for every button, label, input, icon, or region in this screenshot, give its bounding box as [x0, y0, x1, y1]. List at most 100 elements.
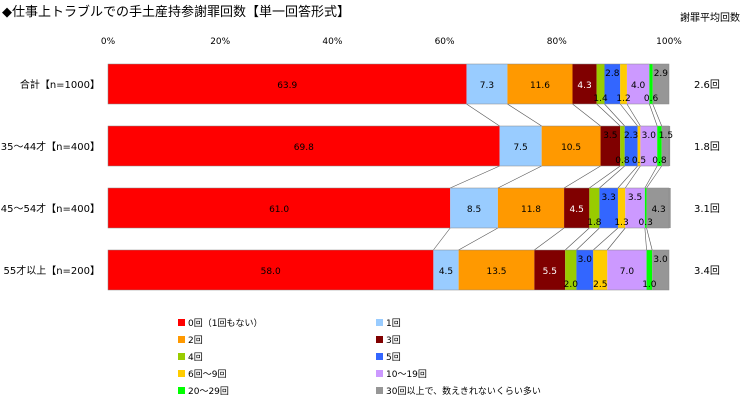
- series-connector-line: [507, 103, 542, 127]
- series-connector-line: [433, 227, 451, 251]
- data-label: 1.0: [642, 280, 657, 290]
- legend-label: 4回: [188, 352, 203, 363]
- data-label: 4.3: [651, 205, 665, 215]
- series-connector-line: [458, 227, 499, 251]
- average-count-label: 3.4回: [694, 265, 720, 277]
- x-tick-label: 0%: [101, 37, 116, 47]
- legend-label: 0回（1回もない）: [188, 318, 262, 329]
- legend-label: 1回: [386, 318, 401, 329]
- series-connector-line: [563, 165, 601, 189]
- x-tick-label: 40%: [322, 37, 342, 47]
- bar-segment: [108, 64, 467, 104]
- series-connector-line: [589, 165, 621, 189]
- bar-segment: [617, 188, 626, 228]
- bar-segment: [572, 64, 597, 104]
- bar-segment: [108, 188, 451, 228]
- x-tick-label: 100%: [656, 37, 682, 47]
- bar-segment: [108, 250, 434, 290]
- bar-segment: [450, 188, 498, 228]
- bar-outline: [107, 125, 670, 167]
- legend-label: 2回: [188, 335, 203, 346]
- category-label: 35～44才【n=400】: [1, 140, 100, 153]
- category-label: 45～54才【n=400】: [1, 202, 100, 215]
- data-label: 3.0: [578, 255, 593, 265]
- series-connector-line: [652, 103, 662, 127]
- legend-swatch: [178, 353, 185, 360]
- data-label: 63.9: [277, 81, 297, 91]
- series-connector-line: [624, 165, 641, 189]
- bar-segment: [534, 250, 566, 290]
- bar-segment: [625, 188, 645, 228]
- series-connector-line: [599, 165, 625, 189]
- x-tick-label: 60%: [435, 37, 455, 47]
- data-label: 5.5: [543, 267, 557, 277]
- average-count-label: 2.6回: [694, 79, 720, 91]
- series-connector-line: [644, 227, 647, 251]
- data-label: 0.6: [644, 94, 659, 104]
- data-label: 1.2: [616, 94, 630, 104]
- bar-segment: [657, 126, 662, 166]
- series-connector-line: [646, 227, 653, 251]
- bar-segment: [507, 64, 573, 104]
- bar-segment: [646, 188, 671, 228]
- data-label: 3.0: [642, 131, 657, 141]
- legend-swatch: [376, 370, 383, 377]
- data-label: 4.5: [439, 267, 453, 277]
- average-count-label: 1.8回: [694, 141, 720, 153]
- data-label: 58.0: [261, 267, 281, 277]
- data-label: 7.3: [480, 81, 494, 91]
- series-connector-line: [604, 103, 625, 127]
- bar-segment: [466, 64, 508, 104]
- data-label: 3.0: [653, 255, 668, 265]
- bar-segment: [620, 126, 625, 166]
- bar-segment: [589, 188, 600, 228]
- average-count-label: 3.1回: [694, 203, 720, 215]
- legend-label: 10～19回: [386, 369, 427, 380]
- bar-segment: [576, 250, 594, 290]
- bar-outline: [107, 249, 670, 291]
- bar-segment: [600, 126, 621, 166]
- data-label: 11.8: [521, 205, 541, 215]
- series-connector-line: [649, 103, 658, 127]
- right-column-header: 謝罪平均回数: [680, 11, 740, 24]
- data-label: 13.5: [486, 267, 506, 277]
- bar-segment: [607, 250, 647, 290]
- bar-segment: [661, 126, 671, 166]
- bar-segment: [637, 126, 641, 166]
- bar-segment: [604, 64, 621, 104]
- series-connector-line: [617, 165, 638, 189]
- series-connector-line: [497, 165, 542, 189]
- series-connector-line: [565, 227, 590, 251]
- category-label: 55才以上【n=200】: [3, 264, 100, 277]
- series-connector-line: [534, 227, 565, 251]
- data-label: 0.3: [639, 218, 653, 228]
- series-connector-line: [450, 165, 500, 189]
- data-label: 61.0: [269, 205, 289, 215]
- data-label: 0.8: [652, 156, 667, 166]
- data-label: 1.8: [587, 218, 602, 228]
- legend-swatch: [178, 387, 185, 394]
- bar-segment: [593, 250, 608, 290]
- series-connector-line: [466, 103, 500, 127]
- data-label: 69.8: [294, 143, 314, 153]
- data-label: 0.8: [615, 156, 630, 166]
- legend-label: 30回以上で、数えきれないくらい多い: [386, 385, 541, 397]
- bar-segment: [108, 126, 500, 166]
- x-tick-label: 80%: [547, 37, 567, 47]
- data-label: 1.5: [659, 131, 673, 141]
- data-label: 1.4: [593, 94, 608, 104]
- data-label: 2.9: [654, 69, 669, 79]
- data-label: 2.3: [624, 131, 638, 141]
- legend-swatch: [376, 353, 383, 360]
- data-label: 2.5: [593, 280, 607, 290]
- series-connector-line: [572, 103, 601, 127]
- legend-label: 20～29回: [188, 386, 229, 397]
- bar-segment: [624, 126, 638, 166]
- bar-segment: [497, 188, 565, 228]
- bar-segment: [652, 64, 669, 104]
- series-connector-line: [644, 165, 658, 189]
- legend-swatch: [178, 370, 185, 377]
- bar-segment: [649, 64, 653, 104]
- data-label: 0.5: [632, 156, 646, 166]
